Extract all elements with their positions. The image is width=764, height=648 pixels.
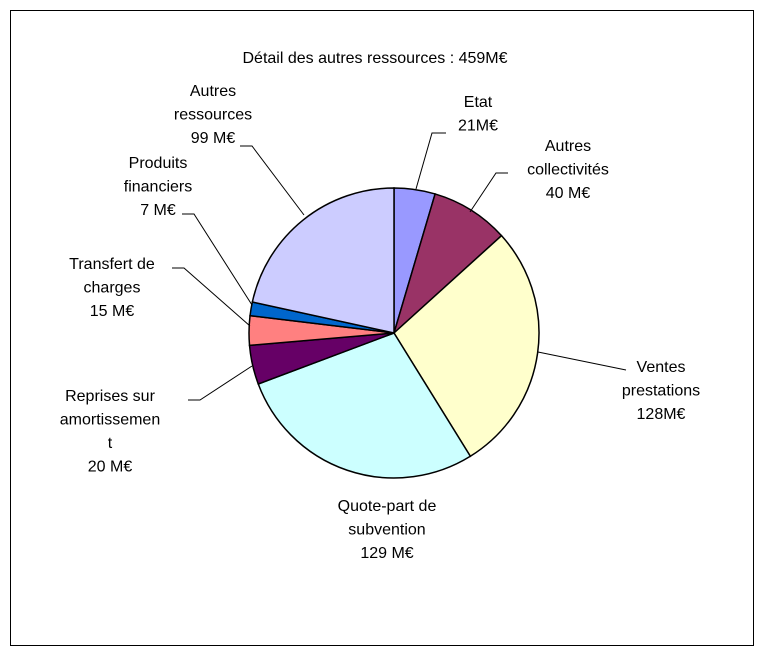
slice-label: Transfert de charges [69, 256, 155, 297]
slice-value-label: 7 M€ [140, 202, 176, 219]
slice-value-label: 99 M€ [191, 130, 236, 147]
slice-label: Produits financiers [124, 155, 192, 196]
pie-slice [257, 332, 472, 479]
slice-value-label: 128M€ [637, 406, 686, 423]
slice-label: Ventes prestations [622, 359, 700, 400]
leader-line [415, 132, 446, 190]
slice-label: Etat [464, 94, 493, 111]
leader-line [182, 213, 253, 306]
slice-label: Reprises sur amortissemen t [60, 388, 160, 452]
leader-line [469, 172, 508, 213]
slice-label: Autres ressources [174, 83, 252, 124]
slice-value-label: 15 M€ [90, 303, 135, 320]
leader-line [240, 145, 305, 216]
slice-label: Autres collectivités [527, 138, 609, 179]
slice-label: Quote-part de subvention [338, 498, 437, 539]
pie-slice [251, 187, 395, 334]
leader-line [172, 267, 251, 327]
slice-value-label: 20 M€ [88, 459, 133, 476]
slice-value-label: 129 M€ [360, 545, 413, 562]
leader-line [537, 351, 627, 371]
leader-line [188, 365, 253, 401]
slice-value-label: 40 M€ [546, 185, 591, 202]
pie-slice [393, 234, 540, 458]
chart-title: Détail des autres ressources : 459M€ [242, 50, 507, 67]
slice-value-label: 21M€ [458, 118, 498, 135]
